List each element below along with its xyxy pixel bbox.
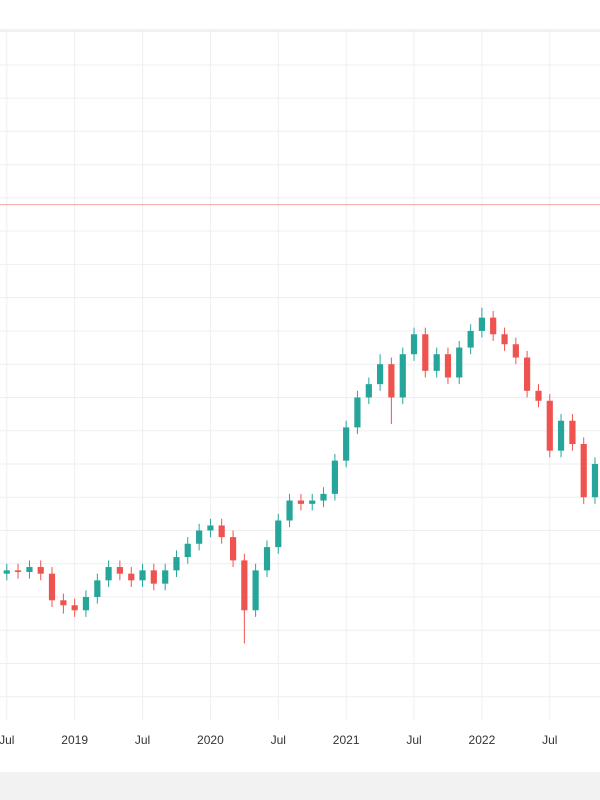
- candle-body: [162, 570, 169, 584]
- candle-body: [546, 400, 553, 451]
- scrollbar[interactable]: [0, 772, 600, 800]
- candle-body: [252, 570, 259, 611]
- candle-body: [105, 567, 112, 581]
- x-tick-label: 2019: [61, 733, 88, 747]
- candle-body: [150, 570, 157, 584]
- candle-body: [241, 560, 248, 611]
- candle-body: [478, 317, 485, 331]
- x-tick-label: 2021: [333, 733, 360, 747]
- candle-body: [365, 384, 372, 398]
- candle-body: [26, 567, 33, 573]
- candle-body: [320, 493, 327, 501]
- candle-body: [82, 596, 90, 611]
- candle-body: [263, 547, 271, 571]
- candle-body: [275, 520, 282, 548]
- candle-body: [467, 330, 474, 348]
- candle-body: [433, 354, 440, 371]
- candle-body: [557, 420, 565, 451]
- candle-body: [71, 605, 78, 611]
- x-tick-label: Jul: [135, 733, 150, 747]
- candle-body: [512, 344, 519, 358]
- x-tick-label: Jul: [0, 733, 14, 747]
- x-tick-label: Jul: [271, 733, 286, 747]
- candle-body: [354, 397, 361, 428]
- candle-body: [410, 334, 418, 355]
- candle-body: [501, 334, 508, 345]
- x-tick-label: Jul: [406, 733, 421, 747]
- x-tick-label: Jul: [542, 733, 557, 747]
- candle-body: [37, 567, 44, 574]
- candle-body: [535, 390, 542, 401]
- candle-body: [376, 364, 384, 385]
- candle-body: [490, 317, 497, 335]
- candle-body: [229, 537, 237, 561]
- candle-body: [286, 500, 293, 521]
- candle-body: [94, 580, 101, 597]
- candle-body: [388, 364, 395, 398]
- candle-body: [173, 557, 180, 571]
- candle-body: [343, 427, 350, 461]
- candle-body: [580, 444, 587, 498]
- candle-body: [196, 530, 203, 544]
- x-tick-label: 2020: [197, 733, 224, 747]
- candle-body: [309, 500, 316, 504]
- candle-body: [456, 347, 463, 378]
- candle-body: [569, 420, 576, 444]
- x-tick-label: 2022: [469, 733, 496, 747]
- candle-body: [524, 357, 531, 391]
- candle-body: [14, 570, 22, 573]
- candle-body: [422, 334, 429, 371]
- candle-body: [116, 567, 123, 574]
- candle-body: [48, 573, 56, 601]
- candle-body: [591, 463, 599, 498]
- candle-body: [184, 543, 191, 558]
- candle-body: [331, 460, 338, 494]
- candle-body: [3, 570, 10, 574]
- candles: [3, 307, 599, 644]
- candle-body: [139, 570, 146, 581]
- candle-body: [60, 600, 67, 606]
- candle-body: [399, 354, 406, 398]
- grid: [0, 30, 600, 720]
- candle-body: [218, 525, 225, 538]
- candle-body: [207, 525, 214, 531]
- x-axis: Jul 2019 Jul 2020 Jul 2021 Jul 2022 Jul: [0, 733, 557, 747]
- candle-body: [128, 573, 135, 581]
- candle-body: [297, 500, 305, 504]
- candle-body: [444, 354, 452, 378]
